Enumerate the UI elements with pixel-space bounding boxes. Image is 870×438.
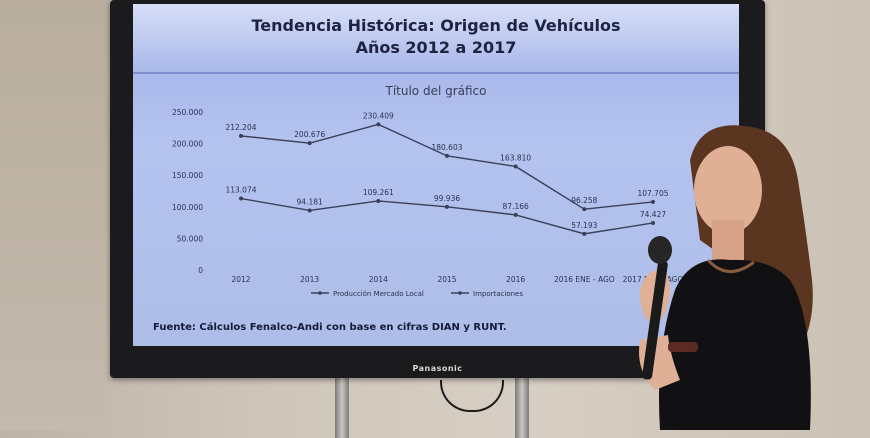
data-label: 87.166: [503, 202, 529, 211]
x-tick-label: 2016: [506, 275, 525, 284]
data-point: [582, 207, 587, 212]
line-chart: 0 50.000 100.000 150.000 200.000 250.000 2012 2…: [172, 108, 683, 298]
data-label: 230.409: [363, 111, 394, 120]
data-point: [239, 133, 243, 138]
data-label: 107.705: [637, 189, 668, 198]
y-tick-label: 150.000: [172, 171, 203, 180]
data-point: [307, 141, 312, 146]
slide-title-band: Tendencia Histórica: Origen de Vehículos…: [133, 4, 739, 74]
y-tick-label: 200.000: [172, 140, 203, 149]
slide-screen: Tendencia Histórica: Origen de Vehículos…: [133, 4, 739, 346]
data-label: 57.193: [571, 221, 597, 230]
data-point: [239, 196, 243, 201]
slide-title-line2: Años 2012 a 2017: [355, 38, 517, 57]
data-label: 113.074: [225, 186, 256, 195]
data-point: [445, 153, 449, 158]
tv-brand-logo: Panasonic: [412, 364, 463, 373]
x-tick-label: 2015: [437, 275, 456, 284]
tv-cable: [440, 380, 504, 412]
wall-background: [0, 0, 110, 430]
source-note: Fuente: Cálculos Fenalco-Andi con base e…: [153, 322, 507, 333]
legend-swatch-point: [458, 291, 462, 295]
legend-label: Producción Mercado Local: [333, 290, 424, 298]
y-tick-label: 100.000: [172, 203, 203, 212]
data-label: 163.810: [500, 153, 531, 162]
slide-title-line1: Tendencia Histórica: Origen de Vehículos: [251, 16, 621, 35]
data-point: [582, 231, 587, 236]
legend-label: Importaciones: [473, 290, 523, 298]
x-tick-label: 2014: [369, 275, 388, 284]
data-label: 74.427: [640, 210, 666, 219]
data-label: 212.204: [225, 123, 256, 132]
data-label: 200.676: [294, 130, 325, 139]
y-tick-label: 50.000: [177, 234, 203, 243]
data-point: [651, 220, 655, 225]
stand-pole-right: [515, 378, 529, 438]
x-tick-label: 2012: [231, 275, 250, 284]
data-label: 96.258: [571, 196, 597, 205]
legend-swatch-point: [318, 291, 322, 295]
chart-title: Título del gráfico: [385, 84, 487, 98]
x-tick-label: 2016 ENE - AGO: [554, 275, 615, 284]
data-point: [651, 199, 655, 204]
data-label: 109.261: [363, 188, 394, 197]
data-point: [376, 198, 381, 203]
data-point: [307, 208, 312, 213]
y-tick-label: 0: [198, 266, 203, 275]
stand-pole-left: [335, 378, 349, 438]
x-tick-label: 2013: [300, 275, 319, 284]
presenter-woman: [639, 125, 813, 430]
data-label: 94.181: [297, 197, 323, 206]
data-label: 180.603: [431, 143, 462, 152]
data-point: [513, 212, 518, 217]
data-point: [445, 204, 449, 209]
data-point: [513, 164, 518, 169]
data-point: [376, 122, 381, 127]
y-tick-label: 250.000: [172, 108, 203, 117]
data-label: 99.936: [434, 194, 460, 203]
